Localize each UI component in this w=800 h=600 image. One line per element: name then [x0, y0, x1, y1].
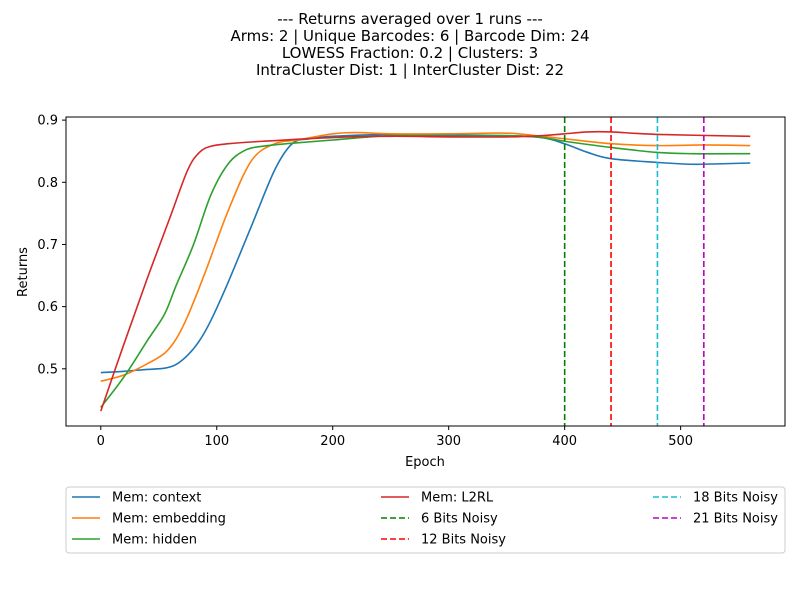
- legend-frame: [65, 486, 786, 554]
- legend-label-7: 18 Bits Noisy: [693, 491, 778, 506]
- x-tick-label-3: 200: [320, 434, 345, 449]
- series-line-2: [100, 131, 751, 383]
- y-tick-label-2: 0.6: [37, 300, 58, 315]
- title-line-4: IntraCluster Dist: 1 | InterCluster Dist…: [256, 61, 564, 79]
- plot-vlines: [563, 117, 705, 426]
- series-line-3: [100, 134, 751, 408]
- plot-lines: [100, 130, 751, 412]
- title-line-1: --- Returns averaged over 1 runs ---: [277, 10, 543, 28]
- x-tick-label-1: 0: [97, 434, 105, 449]
- y-tick-label-3: 0.7: [37, 238, 58, 253]
- legend-label-5: 6 Bits Noisy: [421, 512, 498, 527]
- title-line-2: Arms: 2 | Unique Barcodes: 6 | Barcode D…: [231, 27, 590, 45]
- x-tick-label-6: 500: [668, 434, 693, 449]
- y-tick-label-1: 0.5: [37, 362, 58, 377]
- legend-label-4: Mem: L2RL: [421, 491, 494, 506]
- legend: Mem: context Mem: embedding Mem: hidden Mem…: [65, 486, 786, 554]
- legend-label-8: 21 Bits Noisy: [693, 512, 778, 527]
- legend-items: Mem: context Mem: embedding Mem: hidden Mem…: [72, 491, 778, 548]
- y-axis-label: Returns: [16, 247, 31, 297]
- y-tick-label-4: 0.8: [37, 176, 58, 191]
- x-tick-label-5: 400: [552, 434, 577, 449]
- axes-frame: [65, 116, 786, 427]
- legend-label-3: Mem: hidden: [112, 533, 197, 548]
- x-axis: 0 100 200 300 400 500: [97, 426, 693, 449]
- legend-label-6: 12 Bits Noisy: [421, 533, 506, 548]
- legend-label-1: Mem: context: [112, 491, 201, 506]
- legend-label-2: Mem: embedding: [112, 512, 226, 527]
- y-tick-label-5: 0.9: [37, 114, 58, 129]
- x-tick-label-4: 300: [436, 434, 461, 449]
- series-line-4: [100, 130, 751, 412]
- series-line-1: [100, 133, 751, 374]
- title-line-3: LOWESS Fraction: 0.2 | Clusters: 3: [282, 44, 538, 62]
- x-axis-label: Epoch: [405, 455, 445, 470]
- x-tick-label-2: 100: [204, 434, 229, 449]
- y-axis: 0.5 0.6 0.7 0.8 0.9: [37, 114, 66, 377]
- chart-title: --- Returns averaged over 1 runs --- Arm…: [231, 10, 590, 79]
